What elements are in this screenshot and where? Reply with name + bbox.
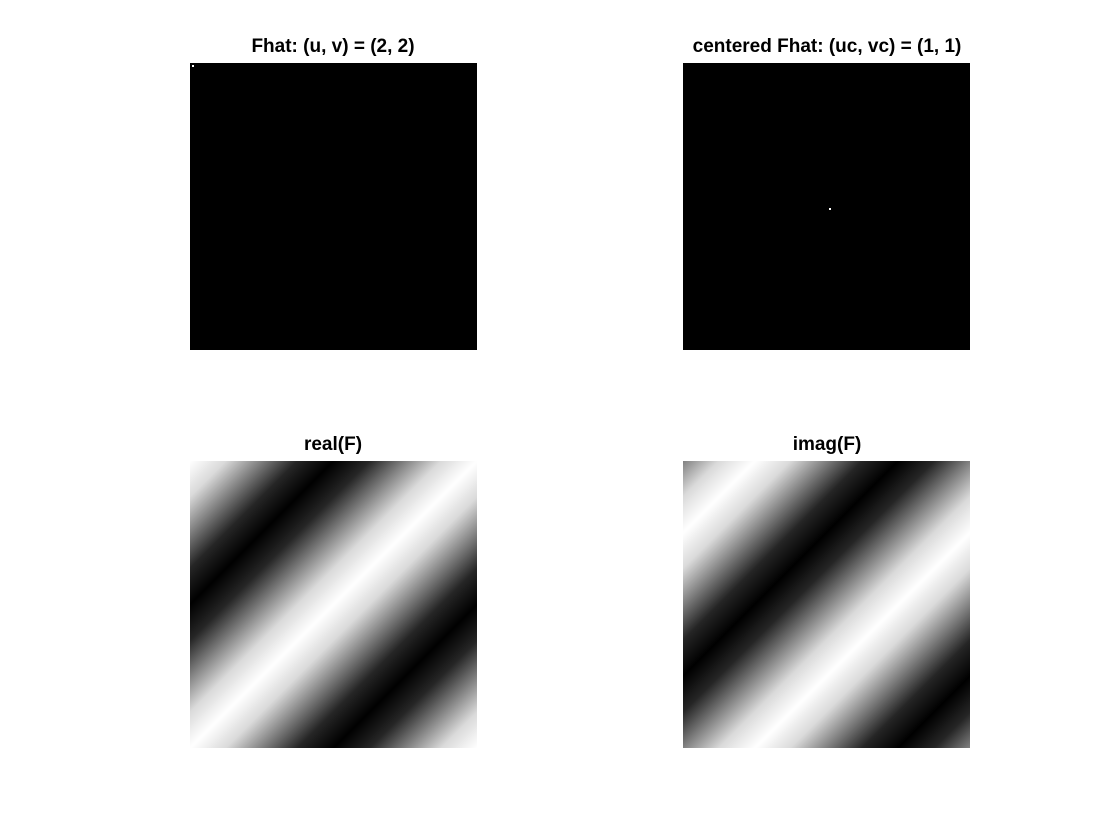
centered-fhat-image (683, 63, 970, 350)
centered-fhat-background (683, 63, 970, 350)
centered-fhat-peak-pixel (829, 208, 831, 210)
real-f-image-canvas (190, 461, 477, 748)
centered-fhat-panel-title: centered Fhat: (uc, vc) = (1, 1) (692, 36, 962, 57)
fhat-peak-pixel (192, 65, 194, 67)
imag-f-panel-title: imag(F) (792, 434, 862, 455)
real-f-stripes (190, 461, 477, 748)
real-f-panel-title: real(F) (303, 434, 363, 455)
imag-f-image-canvas (683, 461, 970, 748)
imag-f-image (683, 461, 970, 748)
fhat-background (190, 63, 477, 350)
centered-fhat-image-canvas (683, 63, 970, 350)
imag-f-stripes (683, 461, 970, 748)
fhat-image (190, 63, 477, 350)
real-f-image (190, 461, 477, 748)
fhat-image-canvas (190, 63, 477, 350)
fhat-panel-title: Fhat: (u, v) = (2, 2) (251, 36, 415, 57)
